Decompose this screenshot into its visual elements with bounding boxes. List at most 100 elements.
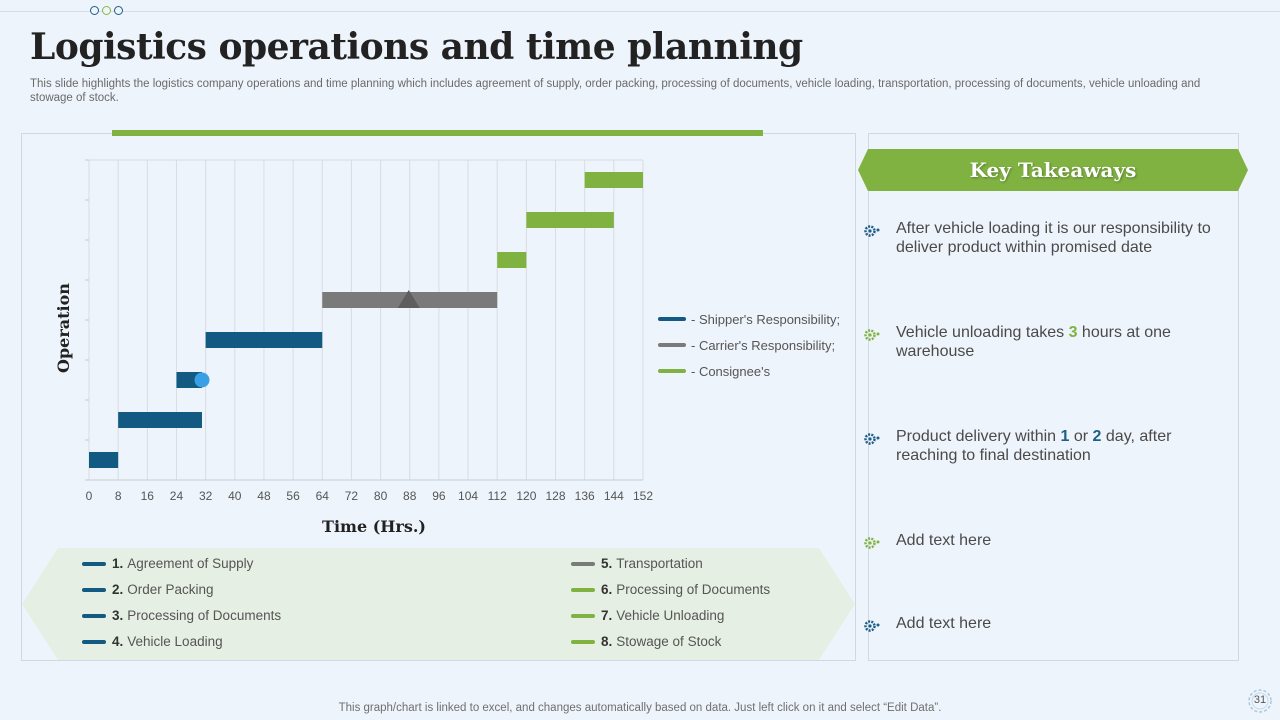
legend-swatch: [571, 613, 595, 618]
task-number: 8.: [601, 634, 613, 649]
task-number: 6.: [601, 582, 613, 597]
task-legend: 1. Agreement of Supply 2. Order Packing 3. Pr…: [22, 548, 855, 660]
legend-swatch: [571, 561, 595, 566]
highlight-value: 2: [1092, 428, 1102, 445]
text-fragment: day, after reaching to final destination: [896, 428, 1172, 464]
task-name: Stowage of Stock: [616, 634, 722, 649]
takeaway-text: Vehicle unloading takes 3 hours at one w…: [896, 323, 1230, 361]
x-tick-label: 72: [345, 489, 359, 503]
highlight-value: 1: [1060, 428, 1070, 445]
takeaway-text: Product delivery within 1 or 2 day, afte…: [896, 427, 1230, 465]
takeaway-item: After vehicle loading it is our responsi…: [860, 219, 1230, 257]
gantt-bar: [526, 212, 614, 228]
task-name: Vehicle Unloading: [616, 608, 725, 623]
x-tick-label: 104: [458, 489, 478, 503]
footer-note: This graph/chart is linked to excel, and…: [338, 702, 942, 714]
task-legend-item: 2. Order Packing: [82, 582, 214, 597]
text-fragment: Vehicle unloading takes: [896, 324, 1069, 341]
milestone-marker: [397, 290, 420, 308]
legend-swatch: [571, 587, 595, 592]
x-tick-label: 40: [228, 489, 242, 503]
dot-icon: [90, 6, 99, 15]
x-tick-label: 120: [516, 489, 536, 503]
task-name: Vehicle Loading: [127, 634, 223, 649]
legend-label: - Consignee's: [691, 364, 771, 379]
gantt-bar: [205, 332, 323, 348]
gantt-bar: [497, 252, 527, 268]
task-legend-item: 7. Vehicle Unloading: [571, 608, 724, 623]
takeaway-item: Product delivery within 1 or 2 day, afte…: [860, 427, 1230, 465]
x-tick-label: 16: [141, 489, 155, 503]
text-fragment: or: [1069, 428, 1093, 445]
task-number: 7.: [601, 608, 613, 623]
text-fragment: Add text here: [896, 615, 992, 632]
task-legend-item: 8. Stowage of Stock: [571, 634, 721, 649]
gantt-bar: [176, 372, 202, 388]
task-number: 1.: [112, 556, 124, 571]
x-axis-label: Time (Hrs.): [322, 517, 426, 536]
gear-icon: [864, 329, 880, 341]
legend-background: [22, 548, 855, 660]
accent-bar: [112, 130, 763, 136]
task-legend-item: 1. Agreement of Supply: [82, 556, 253, 571]
x-tick-label: 144: [604, 489, 624, 503]
y-axis-label: Operation: [54, 283, 73, 373]
page-title: Logistics operations and time planning: [30, 26, 803, 68]
task-legend-item: 3. Processing of Documents: [82, 608, 281, 623]
gantt-chart[interactable]: 0 8 16 24 32 40 48 56 64 72 80 88 96 104 112 120 128 136 1…: [21, 133, 856, 553]
task-name: Agreement of Supply: [127, 556, 254, 571]
x-tick-label: 80: [374, 489, 388, 503]
takeaway-text: Add text here: [896, 531, 991, 550]
x-tick-label: 136: [575, 489, 595, 503]
legend-swatch: [82, 639, 106, 644]
legend-label: - Carrier's Responsibility;: [691, 338, 835, 353]
decor-dots: [90, 6, 123, 15]
x-tick-label: 88: [403, 489, 417, 503]
page-number: 31: [1253, 694, 1267, 706]
legend-label: - Shipper's Responsibility;: [691, 312, 840, 327]
text-fragment: Product delivery within: [896, 428, 1061, 445]
top-rule: [0, 11, 1280, 12]
gear-icon: [864, 225, 880, 237]
task-name: Transportation: [616, 556, 703, 571]
task-name: Processing of Documents: [616, 582, 771, 597]
x-tick-label: 128: [546, 489, 566, 503]
text-fragment: hours at one warehouse: [896, 324, 1171, 360]
text-fragment: After vehicle loading it is our responsi…: [896, 220, 1211, 256]
task-number: 3.: [112, 608, 124, 623]
takeaways-header: Key Takeaways: [858, 149, 1248, 191]
page-subtitle: This slide highlights the logistics comp…: [30, 78, 1201, 104]
takeaway-item: Add text here: [860, 614, 1230, 633]
gear-icon: [864, 620, 880, 632]
takeaway-item: Vehicle unloading takes 3 hours at one w…: [860, 323, 1230, 361]
takeaways-panel: [868, 133, 1239, 661]
task-number: 4.: [112, 634, 124, 649]
gantt-bar: [118, 412, 202, 428]
x-tick-label: 64: [316, 489, 330, 503]
takeaway-text: Add text here: [896, 614, 991, 633]
legend-swatch: [571, 639, 595, 644]
text-fragment: Add text here: [896, 532, 992, 549]
task-legend-item: 4. Vehicle Loading: [82, 634, 223, 649]
task-number: 2.: [112, 582, 124, 597]
highlight-value: 3: [1068, 324, 1078, 341]
x-tick-label: 0: [86, 489, 93, 503]
ribbon-shape: [858, 149, 1248, 191]
legend-swatch: [82, 561, 106, 566]
legend-swatch: [82, 613, 106, 618]
gantt-bar: [584, 172, 643, 188]
task-name: Order Packing: [127, 582, 214, 597]
dot-icon: [114, 6, 123, 15]
x-tick-label: 24: [170, 489, 184, 503]
gear-icon: [864, 433, 880, 445]
x-tick-label: 48: [257, 489, 271, 503]
legend-swatch: [82, 587, 106, 592]
takeaway-item: Add text here: [860, 531, 1230, 550]
takeaway-text: After vehicle loading it is our responsi…: [896, 219, 1230, 257]
task-legend-item: 6. Processing of Documents: [571, 582, 770, 597]
x-tick-label: 96: [432, 489, 446, 503]
gantt-bar: [89, 452, 119, 468]
page-number-badge: 31: [1245, 686, 1275, 716]
x-tick-label: 56: [286, 489, 300, 503]
gear-icon: [864, 537, 880, 549]
